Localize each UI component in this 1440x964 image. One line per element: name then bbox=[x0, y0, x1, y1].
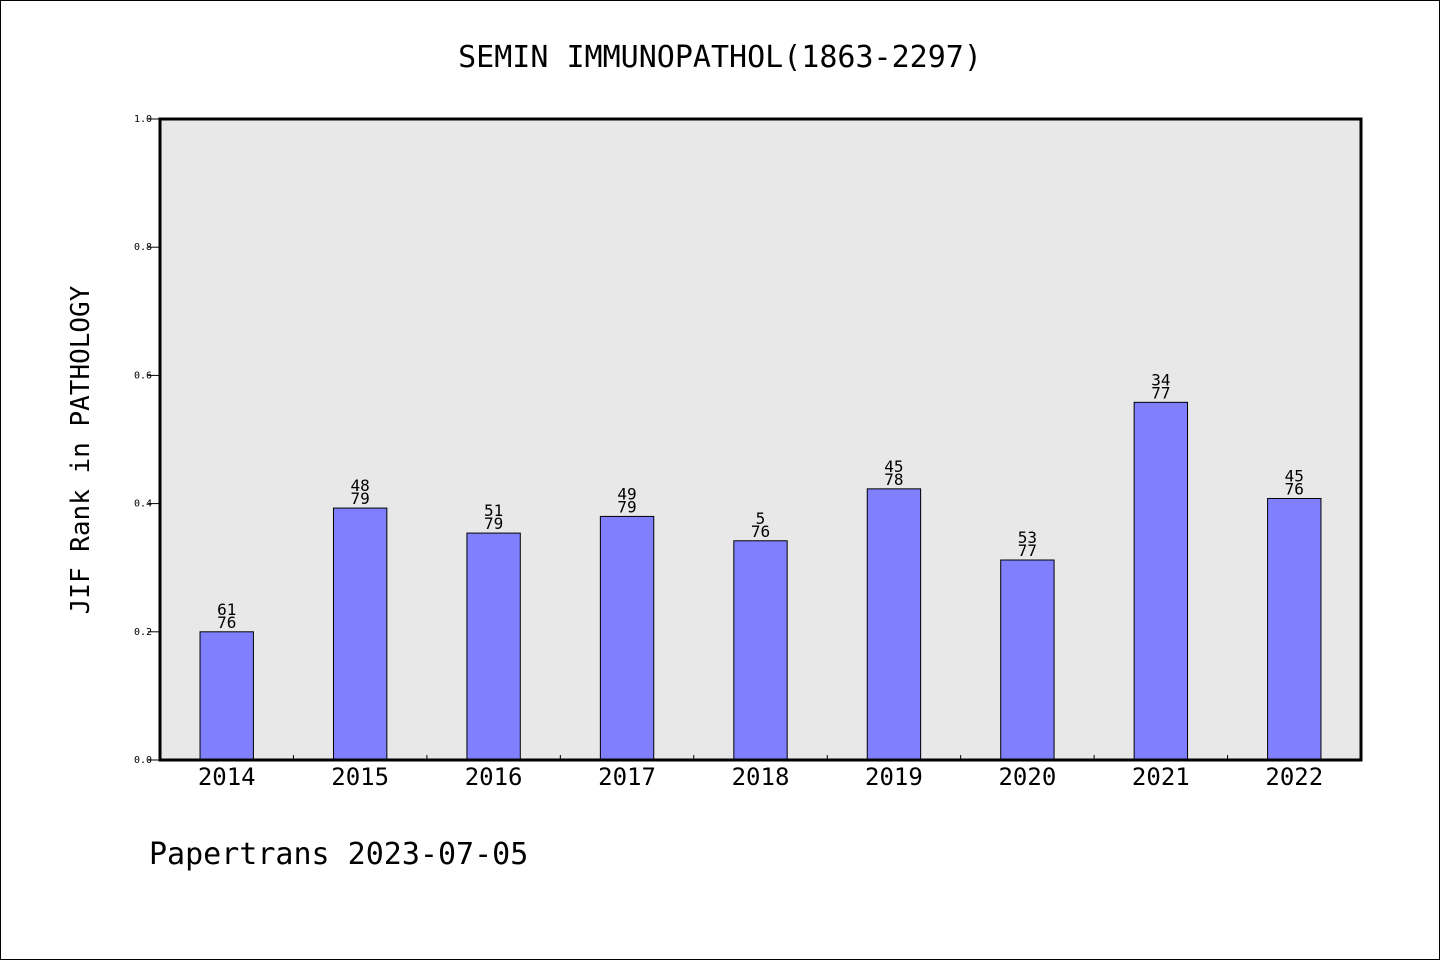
x-tick-label: 2015 bbox=[331, 763, 389, 791]
bar-label-rank: 53 bbox=[1018, 528, 1037, 547]
bar-label-rank: 5 bbox=[756, 509, 766, 528]
bar-label-rank: 45 bbox=[1285, 466, 1304, 485]
bar-label-total: 77 bbox=[1151, 383, 1170, 402]
bar bbox=[1133, 401, 1189, 761]
bar-label-total: 79 bbox=[484, 514, 503, 533]
x-tick-label: 2016 bbox=[465, 763, 523, 791]
y-tick-label: 0.6 bbox=[134, 370, 152, 381]
footer-credit: Papertrans 2023-07-05 bbox=[149, 837, 528, 872]
bar-label-total: 76 bbox=[751, 522, 770, 541]
x-tick-label: 2020 bbox=[998, 763, 1056, 791]
y-tick-label: 0.4 bbox=[134, 499, 152, 510]
bar-label-rank: 45 bbox=[884, 457, 903, 476]
bar bbox=[199, 631, 254, 761]
bar bbox=[466, 532, 521, 761]
x-axis: 2014 2015 2016 2017 2018 2019 2020 2021 2022 bbox=[198, 755, 1323, 791]
plot-border bbox=[158, 117, 1363, 762]
bar-label-total: 78 bbox=[884, 470, 903, 489]
bar bbox=[1000, 559, 1055, 761]
bar-label-total: 76 bbox=[1285, 479, 1304, 498]
y-axis: 0.0 0.2 0.4 0.6 0.8 1.0 bbox=[134, 114, 160, 766]
x-tick-label: 2014 bbox=[198, 763, 256, 791]
x-tick-label: 2018 bbox=[732, 763, 790, 791]
y-tick-label: 0.0 bbox=[134, 755, 152, 766]
y-tick-label: 0.2 bbox=[134, 627, 152, 638]
x-tick-label: 2022 bbox=[1265, 763, 1323, 791]
y-tick-label: 0.8 bbox=[134, 242, 152, 253]
bar bbox=[332, 507, 388, 761]
bar bbox=[599, 515, 655, 761]
x-tick-label: 2017 bbox=[598, 763, 656, 791]
bar-label-rank: 49 bbox=[617, 484, 636, 503]
chart-title: SEMIN IMMUNOPATHOL(1863-2297) bbox=[458, 40, 982, 75]
bar-label-total: 77 bbox=[1018, 541, 1037, 560]
y-axis-label: JIF Rank in PATHOLOGY bbox=[66, 285, 96, 614]
bar-label-total: 79 bbox=[617, 497, 636, 516]
bar-label-total: 79 bbox=[351, 489, 370, 508]
bar bbox=[1267, 497, 1322, 761]
bar-label-total: 76 bbox=[217, 613, 236, 632]
bar-label-rank: 34 bbox=[1151, 370, 1170, 389]
bar-label-rank: 48 bbox=[351, 476, 370, 495]
x-tick-label: 2021 bbox=[1132, 763, 1190, 791]
bar-label-rank: 51 bbox=[484, 501, 503, 520]
bar bbox=[866, 488, 922, 761]
bar-label-rank: 61 bbox=[217, 600, 236, 619]
x-tick-label: 2019 bbox=[865, 763, 923, 791]
bar bbox=[733, 540, 788, 761]
y-tick-label: 1.0 bbox=[134, 114, 152, 125]
